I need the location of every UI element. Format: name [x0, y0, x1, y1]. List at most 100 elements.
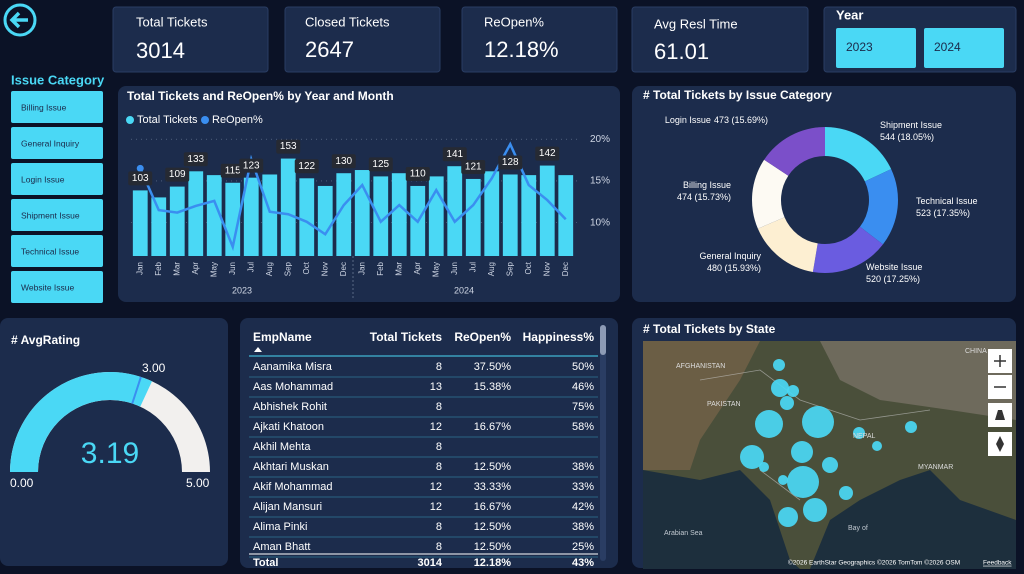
donut-segment: [764, 127, 825, 176]
table-cell: 38%: [572, 521, 594, 533]
value-label-box: [535, 146, 560, 161]
back-button[interactable]: [3, 3, 37, 37]
value-label-box: [183, 152, 208, 167]
issue-option[interactable]: Login Issue: [11, 163, 103, 195]
map-bubble[interactable]: [791, 441, 813, 463]
value-label: 115: [225, 165, 241, 176]
table-cell: 33%: [572, 481, 594, 493]
map-bubble[interactable]: [905, 421, 917, 433]
donut-segment: [757, 217, 818, 272]
gauge-max-label: 5.00: [186, 476, 210, 490]
value-label-box: [405, 166, 430, 181]
table-cell: 12.50%: [474, 461, 512, 473]
table-cell: 12: [430, 501, 442, 513]
issue-option[interactable]: General Inquiry: [11, 127, 103, 159]
table-row[interactable]: Aanamika Misra 8 37.50% 50%: [249, 361, 598, 378]
table-row[interactable]: Akhtari Muskan 8 12.50% 38%: [249, 461, 598, 478]
value-label: 130: [335, 156, 352, 167]
x-tick-label: Sep: [505, 261, 514, 276]
map-bubble[interactable]: [771, 379, 789, 397]
donut-label-value: 480 (15.93%): [707, 263, 761, 273]
map-bubble[interactable]: [755, 410, 783, 438]
table-row[interactable]: Alima Pinki 8 12.50% 38%: [249, 521, 598, 538]
donut-label-name: Website Issue: [866, 262, 922, 272]
issue-option[interactable]: Shipment Issue: [11, 199, 103, 231]
map-label: CHINA: [965, 348, 987, 355]
table-cell: 8: [436, 521, 442, 533]
table-row[interactable]: Akif Mohammad 12 33.33% 33%: [249, 481, 598, 498]
table-cell: 12: [430, 481, 442, 493]
kpi-label: ReOpen%: [484, 14, 544, 29]
issue-option-label: General Inquiry: [21, 138, 80, 148]
donut-card: [632, 86, 1016, 302]
bar: [132, 190, 148, 256]
gauge-title: # AvgRating: [11, 333, 80, 347]
map-bubble[interactable]: [759, 462, 769, 472]
table-cell: Aanamika Misra: [253, 361, 333, 373]
table-row[interactable]: Abhishek Rohit 8 75%: [249, 401, 598, 418]
map-label: PAKISTAN: [707, 401, 741, 408]
map-bubble[interactable]: [822, 457, 838, 473]
table-row[interactable]: Akhil Mehta 8: [249, 441, 598, 458]
map-bubble[interactable]: [787, 466, 819, 498]
bar: [558, 175, 574, 256]
table-cell: 75%: [572, 401, 594, 413]
table-row[interactable]: Alijan Mansuri 12 16.67% 42%: [249, 501, 598, 518]
value-label-box: [220, 163, 245, 178]
bar: [243, 177, 259, 256]
map-label: AFGHANISTAN: [676, 363, 725, 370]
table-row[interactable]: Ajkati Khatoon 12 16.67% 58%: [249, 421, 598, 438]
bar: [447, 166, 463, 256]
issue-option[interactable]: Technical Issue: [11, 235, 103, 267]
map-bubble[interactable]: [853, 427, 865, 439]
map-bubble[interactable]: [740, 445, 764, 469]
donut-label-value: 473 (15.69%): [714, 115, 768, 125]
legend-label: Total Tickets: [137, 114, 198, 126]
bar: [151, 197, 167, 256]
map-bubble[interactable]: [872, 441, 882, 451]
map-bubble[interactable]: [839, 486, 853, 500]
table-card: [240, 318, 618, 568]
year-option[interactable]: 2023: [836, 28, 916, 68]
gauge-value-label: 3.19: [81, 437, 139, 470]
x-tick-label: Aug: [265, 262, 274, 276]
issue-option[interactable]: Billing Issue: [11, 91, 103, 123]
gauge-target-label: 3.00: [142, 361, 166, 375]
map-bubble[interactable]: [802, 406, 834, 438]
donut-label: Login Issue 473 (15.69%): [665, 115, 768, 125]
map-bubble[interactable]: [778, 507, 798, 527]
table-cell: Abhishek Rohit: [253, 401, 327, 413]
map-bubble[interactable]: [803, 498, 827, 522]
map-bubble[interactable]: [780, 396, 794, 410]
reopen-line: [139, 141, 567, 252]
scrollbar-thumb[interactable]: [600, 325, 606, 355]
scrollbar[interactable]: [600, 325, 606, 561]
issue-option-label: Billing Issue: [21, 102, 67, 112]
issue-option[interactable]: Website Issue: [11, 271, 103, 303]
tilt-icon: [995, 410, 1005, 420]
map-label: Arabian Sea: [664, 530, 703, 537]
table-cell: 8: [436, 441, 442, 453]
map-bubble[interactable]: [778, 475, 788, 485]
map-bubble[interactable]: [787, 385, 799, 397]
value-label: 133: [187, 154, 204, 165]
table-cell: 33.33%: [474, 481, 512, 493]
table-total: Total: [253, 557, 278, 569]
x-tick-label: Jan: [135, 262, 144, 275]
table-row[interactable]: Aas Mohammad 13 15.38% 46%: [249, 381, 598, 398]
kpi-card: [112, 6, 269, 73]
year-title: Year: [836, 7, 863, 22]
value-label: 121: [465, 162, 482, 173]
map-bubble[interactable]: [773, 359, 785, 371]
bar: [539, 165, 555, 256]
kpi-card: [284, 6, 441, 73]
bar: [484, 171, 500, 256]
table-row[interactable]: Aman Bhatt 8 12.50% 25%: [249, 541, 598, 558]
map-feedback[interactable]: Feedback: [983, 560, 1012, 567]
year-option[interactable]: 2024: [924, 28, 1004, 68]
bar: [280, 158, 296, 256]
value-label: 122: [298, 161, 315, 172]
kpi-value: 12.18%: [484, 37, 559, 62]
x-tick-label: Jun: [450, 262, 459, 275]
bar: [169, 186, 185, 256]
